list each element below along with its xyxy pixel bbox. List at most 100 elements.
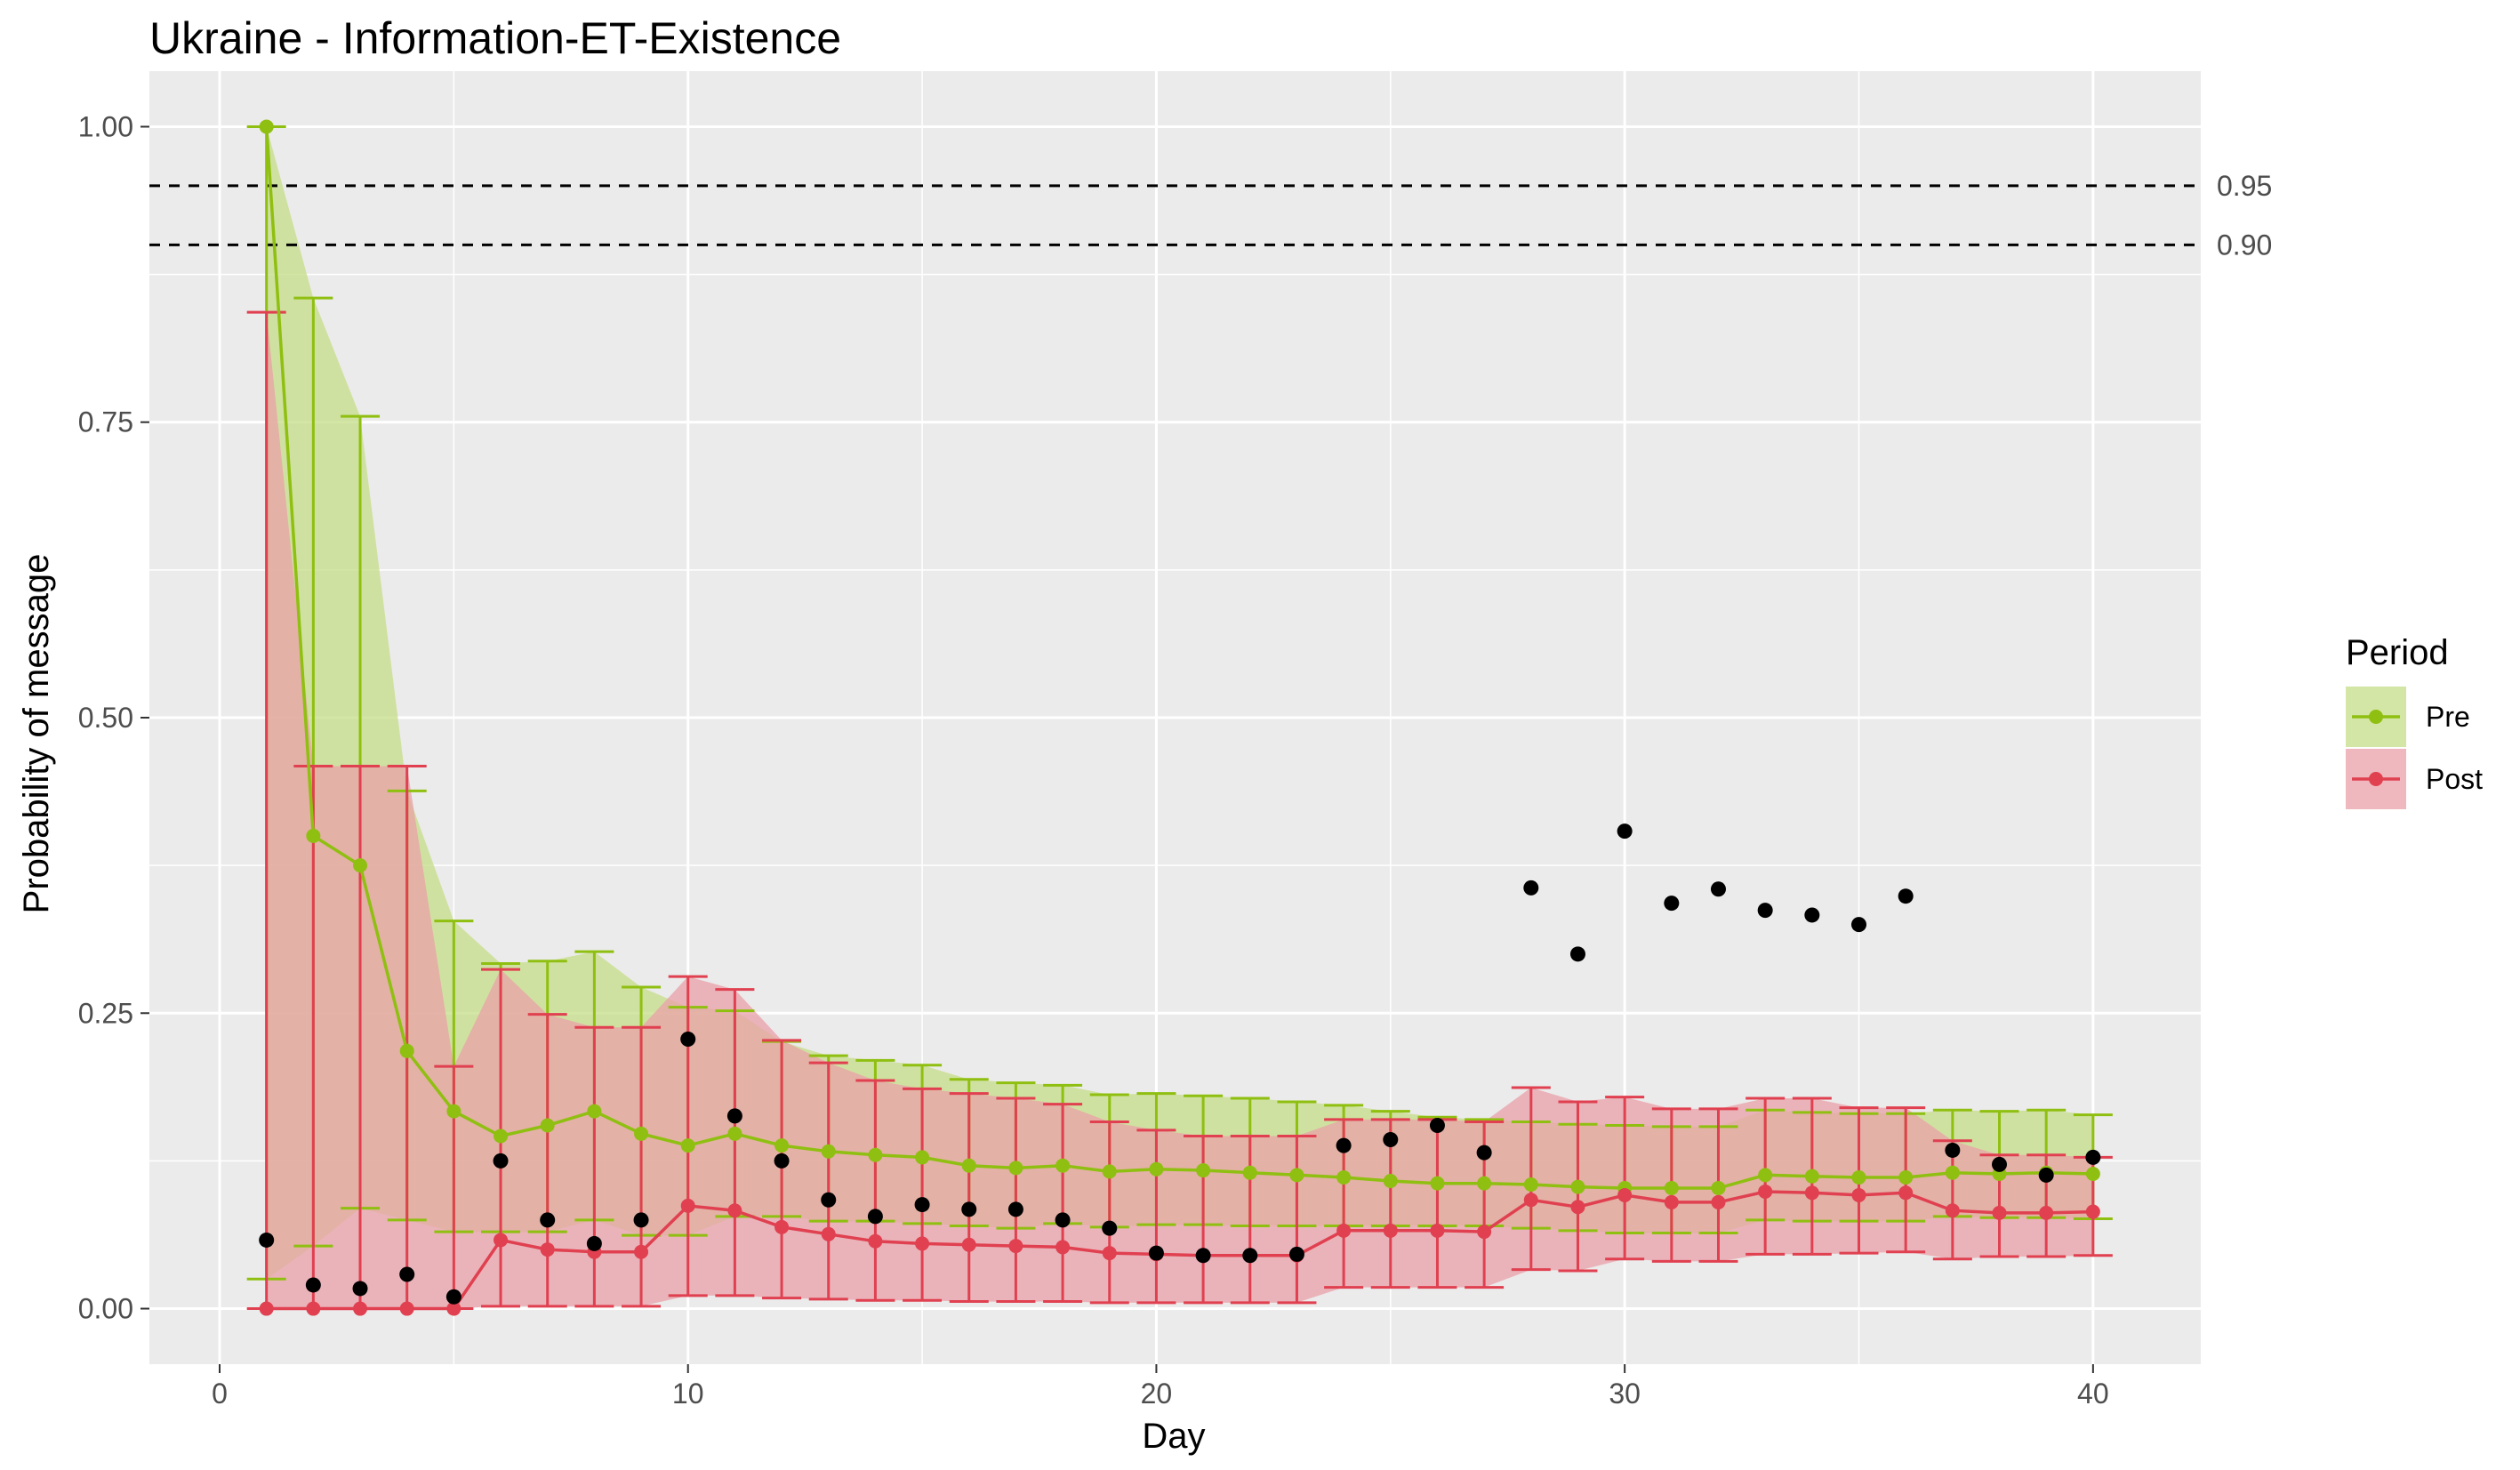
observed-point <box>774 1153 790 1169</box>
point-post <box>399 1301 414 1316</box>
observed-point <box>493 1153 509 1169</box>
observed-point <box>445 1289 461 1305</box>
error-bar-post <box>1089 1121 1129 1305</box>
observed-point <box>1148 1245 1164 1261</box>
observed-point <box>1476 1145 1492 1161</box>
point-pre <box>961 1158 976 1173</box>
point-post <box>1851 1187 1866 1202</box>
y-tick-label: 0.00 <box>78 1293 133 1325</box>
error-bar-post <box>1605 1096 1645 1261</box>
point-post <box>727 1203 742 1218</box>
legend-label-post: Post <box>2426 763 2483 795</box>
point-post <box>1523 1193 1538 1208</box>
observed-point <box>633 1212 649 1228</box>
legend-title: Period <box>2346 633 2449 672</box>
y-axis-title: Probability of message <box>17 554 56 914</box>
point-pre <box>2085 1167 2100 1182</box>
point-post <box>1102 1246 1117 1261</box>
observed-point <box>1288 1246 1304 1262</box>
observed-point <box>1992 1156 2008 1172</box>
observed-point <box>2085 1149 2101 1165</box>
observed-point <box>1898 888 1914 904</box>
legend-point-post <box>2369 772 2383 786</box>
point-pre <box>915 1150 930 1165</box>
observed-point <box>1617 823 1633 839</box>
point-post <box>259 1301 274 1316</box>
legend-point-pre <box>2369 710 2383 724</box>
point-pre <box>353 858 368 873</box>
point-pre <box>1383 1173 1398 1188</box>
observed-point <box>1055 1212 1071 1228</box>
point-post <box>1383 1223 1398 1238</box>
point-post <box>680 1198 695 1213</box>
observed-point <box>1664 896 1680 912</box>
point-pre <box>868 1147 883 1162</box>
point-post <box>634 1244 649 1259</box>
point-pre <box>1102 1164 1117 1179</box>
point-pre <box>446 1104 461 1119</box>
point-pre <box>259 119 274 134</box>
point-pre <box>306 828 321 843</box>
observed-point <box>2038 1167 2054 1183</box>
ribbon-post <box>266 312 2093 1309</box>
point-pre <box>680 1138 695 1153</box>
point-post <box>1477 1225 1492 1240</box>
error-bar-post <box>1136 1129 1176 1305</box>
point-post <box>1804 1185 1819 1201</box>
x-tick-label: 20 <box>1141 1378 1173 1410</box>
x-tick-label: 10 <box>672 1378 704 1410</box>
observed-point <box>726 1108 742 1124</box>
point-post <box>1617 1187 1633 1202</box>
observed-point <box>914 1197 930 1213</box>
point-post <box>353 1301 368 1316</box>
observed-point <box>821 1192 837 1208</box>
point-pre <box>587 1104 602 1119</box>
point-pre <box>1242 1165 1257 1180</box>
observed-point <box>1383 1131 1399 1147</box>
observed-point <box>1195 1248 1211 1264</box>
error-bar-post <box>1277 1134 1317 1305</box>
point-post <box>868 1233 883 1249</box>
point-pre <box>1336 1170 1352 1185</box>
error-bar-post <box>527 1013 567 1308</box>
point-pre <box>1523 1177 1538 1192</box>
point-post <box>494 1233 509 1248</box>
observed-point <box>1429 1118 1445 1134</box>
point-post <box>821 1226 836 1241</box>
point-pre <box>1804 1169 1819 1184</box>
point-pre <box>1477 1176 1492 1191</box>
point-pre <box>1664 1180 1679 1195</box>
point-pre <box>774 1138 790 1153</box>
observed-point <box>1710 881 1726 897</box>
point-pre <box>1570 1179 1585 1194</box>
error-bar-post <box>855 1079 895 1302</box>
error-bar-post <box>808 1061 848 1301</box>
legend-label-pre: Pre <box>2426 701 2470 733</box>
point-post <box>1992 1205 2007 1220</box>
x-tick-label: 0 <box>212 1378 228 1410</box>
point-post <box>1336 1223 1352 1238</box>
confidence-ribbons <box>266 126 2093 1309</box>
observed-point <box>305 1277 321 1293</box>
point-pre <box>1149 1161 1164 1177</box>
series-points <box>259 119 2100 1316</box>
point-post <box>2085 1204 2100 1219</box>
point-pre <box>399 1043 414 1058</box>
y-tick-label: 0.25 <box>78 997 133 1029</box>
y-tick-label: 0.50 <box>78 702 133 734</box>
point-post <box>1945 1203 1960 1218</box>
point-post <box>1570 1200 1585 1215</box>
observed-point <box>1945 1142 1961 1158</box>
point-pre <box>1711 1180 1726 1195</box>
point-pre <box>1196 1163 1211 1178</box>
point-pre <box>1898 1170 1914 1185</box>
point-post <box>774 1219 790 1234</box>
observed-point <box>1336 1137 1352 1153</box>
point-pre <box>494 1129 509 1144</box>
error-bar-post <box>622 1025 662 1308</box>
point-pre <box>1008 1161 1023 1176</box>
observed-point <box>540 1212 556 1228</box>
point-post <box>540 1242 555 1257</box>
error-bar-post <box>1230 1134 1270 1305</box>
